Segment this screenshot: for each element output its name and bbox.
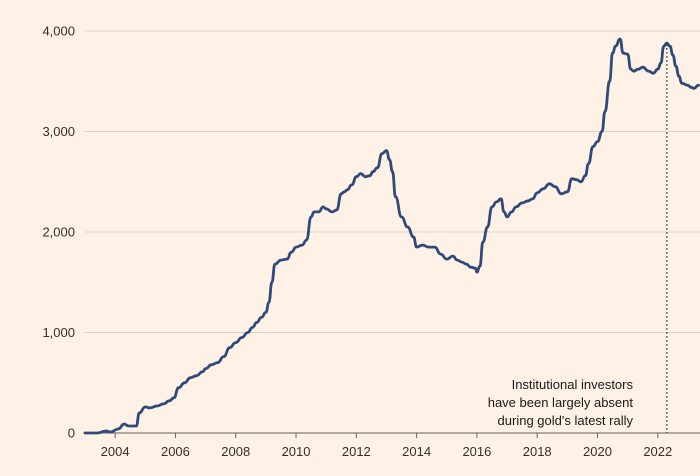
x-tick-label: 2014 xyxy=(402,444,431,459)
annotation-line-1: Institutional investors xyxy=(512,377,634,392)
annotation-line-3: during gold's latest rally xyxy=(498,413,634,428)
y-tick-label: 4,000 xyxy=(42,24,75,39)
x-tick-label: 2008 xyxy=(221,444,250,459)
y-tick-label: 0 xyxy=(68,426,75,441)
holdings-series-line xyxy=(83,37,700,435)
x-tick-label: 2004 xyxy=(101,444,130,459)
gridlines xyxy=(85,30,700,333)
x-tick-label: 2016 xyxy=(462,444,491,459)
y-axis-tick-labels: 0 1,000 2,000 3,000 4,000 xyxy=(42,24,75,441)
x-tick-label: 2012 xyxy=(342,444,371,459)
x-tick-label: 2006 xyxy=(161,444,190,459)
x-axis: 2004 2006 2008 2010 2012 2014 2016 2018 2020 2022 xyxy=(85,432,700,459)
x-tick-label: 2022 xyxy=(643,444,672,459)
y-tick-label: 1,000 xyxy=(42,325,75,340)
annotation-line-2: have been largely absent xyxy=(488,395,634,410)
x-tick-label: 2018 xyxy=(523,444,552,459)
x-tick-label: 2010 xyxy=(282,444,311,459)
x-tick-label: 2020 xyxy=(583,444,612,459)
y-tick-label: 2,000 xyxy=(42,225,75,240)
y-tick-label: 3,000 xyxy=(42,124,75,139)
